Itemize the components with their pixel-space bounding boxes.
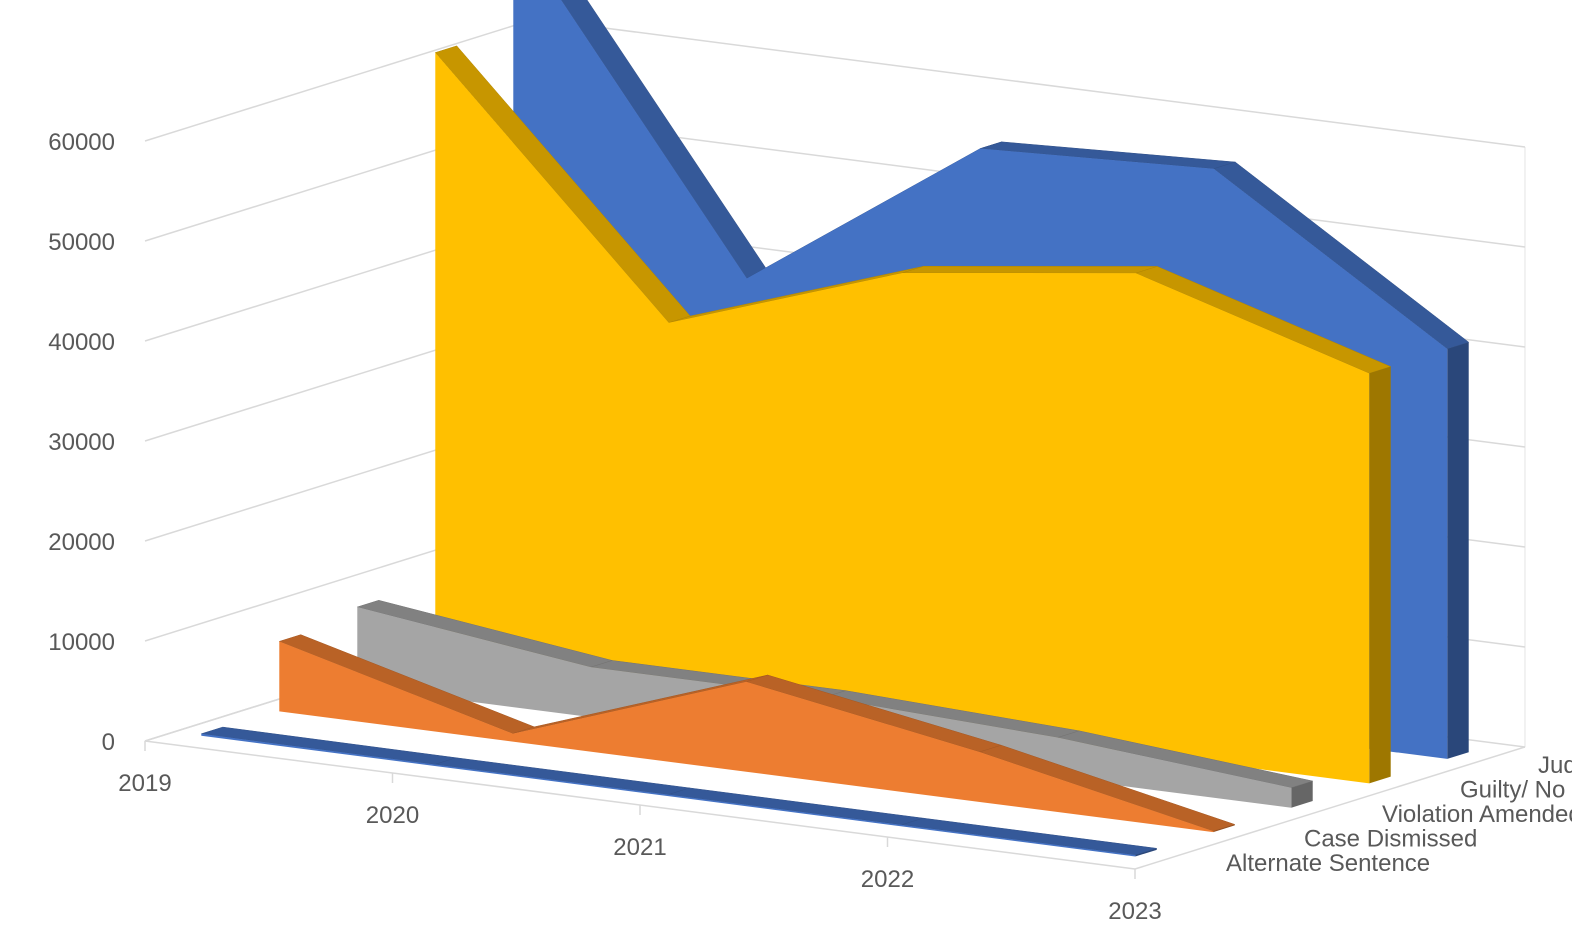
x-tick-label: 2022: [861, 866, 914, 893]
series-3: [434, 45, 1392, 784]
series-0-top-segment: [201, 726, 457, 765]
series-label: Alternate Sentence: [1226, 850, 1430, 877]
gridline-6: [144, 18, 1526, 148]
series-1: [278, 634, 1236, 833]
series-2-end-cap: [1291, 781, 1313, 808]
series-0: [201, 726, 1157, 857]
series-4-end-cap: [1447, 342, 1469, 759]
series-areas: [201, 0, 1470, 857]
series-3-top-segment: [902, 265, 1158, 274]
series-1-end-cap: [1213, 824, 1235, 833]
series-0-top-segment: [901, 817, 1157, 856]
x-tick-label: 2021: [613, 834, 666, 861]
y-tick-label: 30000: [48, 429, 115, 456]
y-tick-label: 40000: [48, 329, 115, 356]
series-0-end-cap: [1135, 848, 1157, 857]
y-tick-label: 20000: [48, 529, 115, 556]
series-1-area: [279, 641, 1214, 833]
x-tick-label: 2019: [118, 770, 171, 797]
series-label: Violation Amended: [1382, 801, 1572, 828]
y-tick-label: 60000: [48, 129, 115, 156]
floor-edge-1: [1134, 746, 1526, 870]
y-tick-label: 0: [102, 729, 115, 756]
series-label: Judgments: [1538, 752, 1572, 779]
series-3-area: [435, 52, 1370, 784]
axis-labels: 0 10000 20000 30000 40000 50000 60000 2019 2020 2…: [48, 129, 1572, 925]
x-tick-label: 2020: [366, 802, 419, 829]
series-0-top-segment: [434, 757, 690, 795]
x-tick-label: 2023: [1108, 898, 1161, 925]
series-label: Case Dismissed: [1304, 825, 1477, 852]
series-0-top-segment: [668, 787, 924, 826]
series-0-area: [201, 733, 1136, 857]
y-tick-label: 10000: [48, 629, 115, 656]
series-3-end-cap: [1369, 366, 1391, 784]
series-label: Guilty/ No Contest: [1460, 777, 1572, 804]
y-tick-label: 50000: [48, 229, 115, 256]
